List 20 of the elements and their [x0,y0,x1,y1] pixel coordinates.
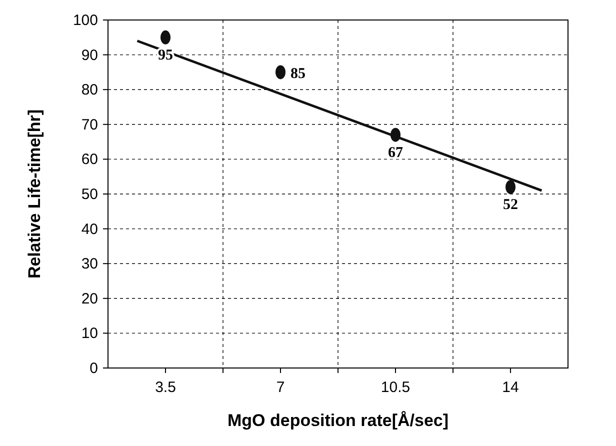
x-tick-label: 14 [502,379,519,396]
y-tick-label: 20 [81,290,98,308]
y-tick-label: 90 [81,46,98,64]
y-tick-label: 30 [81,256,98,273]
x-tick-label: 3.5 [155,379,176,396]
y-tick-label: 60 [81,151,98,168]
y-tick-label: 50 [81,186,98,203]
y-tick-label: 70 [81,116,98,134]
y-tick-label: 40 [81,220,98,238]
y-tick-label: 10 [81,325,98,342]
y-tick-label: 80 [81,82,98,99]
x-axis-title: MgO deposition rate[Å/sec] [227,411,449,430]
data-label: 85 [290,66,306,82]
data-label: 67 [388,144,404,161]
data-label: 52 [503,197,518,214]
x-tick-label: 10.5 [380,379,410,396]
y-tick-label: 100 [72,12,98,29]
x-tick-label: 7 [276,379,285,396]
y-tick-label: 0 [90,360,98,377]
y-axis-title: Relative Life-time[hr] [25,109,44,279]
